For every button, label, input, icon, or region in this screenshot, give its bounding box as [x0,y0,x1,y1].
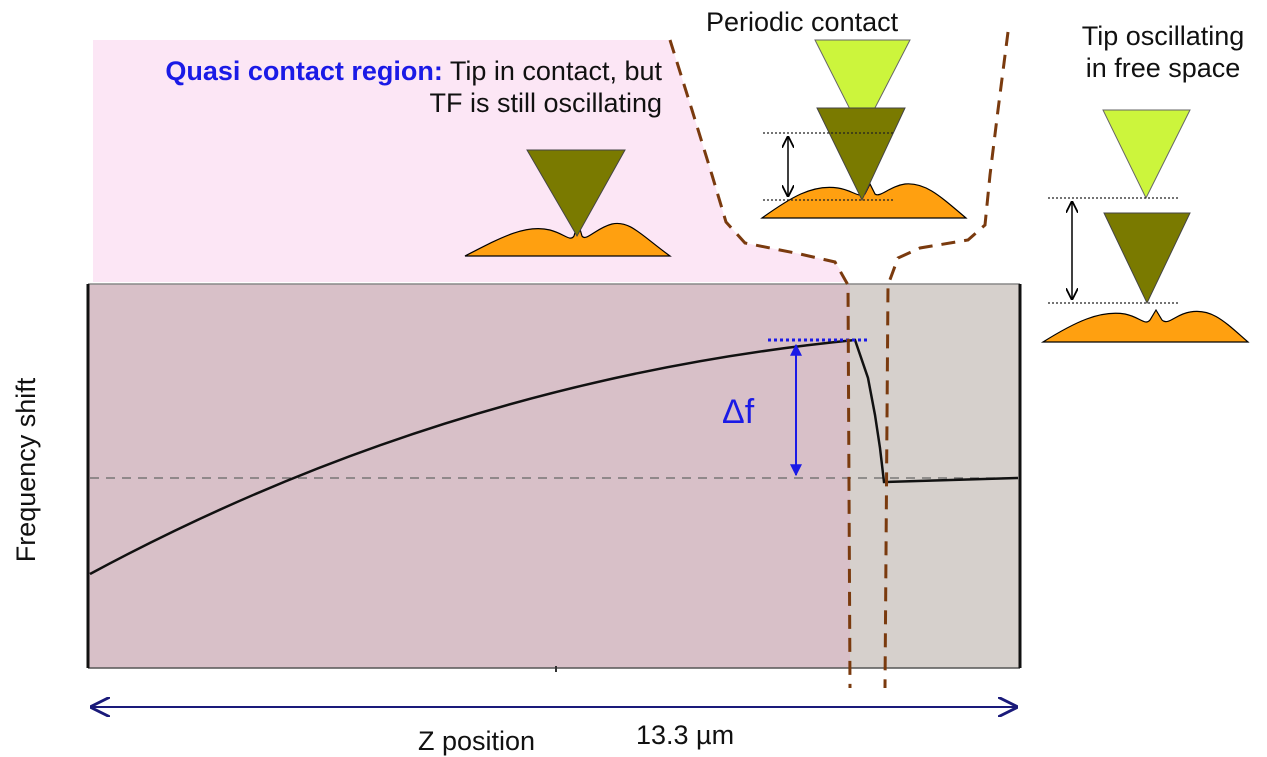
distance-label: 13.3 µm [636,720,735,750]
quasi-contact-title: Quasi contact region: [165,56,443,86]
quasi-contact-description: Tip in contact, but TF is still oscillat… [429,56,662,119]
tip-periodic-lower-icon [816,107,906,202]
delta-f-label: Δf [722,393,755,431]
quasi-contact-label: Quasi contact region: Tip in contact, bu… [162,55,662,120]
quasi-region-boundary-fill [670,40,848,282]
periodic-contact-label: Periodic contact [706,7,899,37]
free-space-label-line2: in free space [1085,53,1241,84]
plot-free-region [850,284,1020,668]
free-space-label-line1: Tip oscillating [1081,21,1245,51]
quasi-boundary-left [668,39,852,689]
tip-quasi-icon [526,149,626,238]
quasi-boundary-right [883,31,1010,689]
plot-quasi-region [88,284,850,668]
sample-surface-free [1040,308,1250,343]
tip-free-lower-icon [1103,212,1191,305]
x-axis-label: Z position [418,726,536,756]
y-axis-label: Frequency shift [10,377,41,563]
free-space-label: Tip oscillating in free space [1058,20,1267,85]
tip-free-upper-icon [1102,109,1191,200]
tip-periodic-upper-icon [814,39,911,135]
